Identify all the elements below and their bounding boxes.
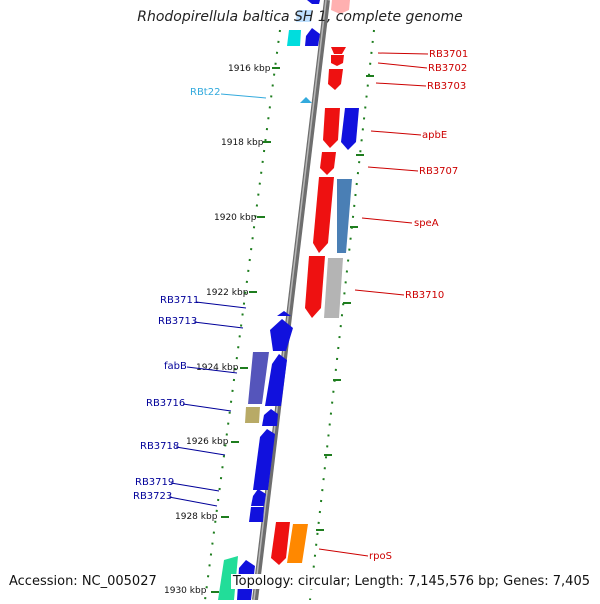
kbp-labels: 1916 kbp 1918 kbp 1920 kbp 1922 kbp 1924… bbox=[164, 64, 271, 596]
label-RB3701[interactable]: RB3701 bbox=[429, 49, 468, 60]
kbp-ticks bbox=[211, 67, 374, 593]
genome-backbone bbox=[252, 0, 330, 601]
kbp-label-1924: 1924 kbp bbox=[196, 363, 239, 373]
label-fabB[interactable]: fabB bbox=[164, 361, 187, 372]
gene-RB3718[interactable] bbox=[253, 429, 275, 490]
genome-title: Rhodopirellula baltica SH 1, complete ge… bbox=[137, 9, 463, 25]
kbp-label-1930: 1930 kbp bbox=[164, 586, 207, 596]
gene-blue-top[interactable] bbox=[305, 28, 320, 46]
topology-text: Topology: circular; Length: 7,145,576 bp… bbox=[230, 574, 592, 589]
label-rpoS[interactable]: rpoS bbox=[369, 551, 392, 562]
gene-RBt22[interactable] bbox=[300, 97, 312, 103]
accession-text: Accession: NC_005027 bbox=[7, 574, 159, 589]
gene-RB3716-b[interactable] bbox=[262, 409, 278, 426]
label-RB3703[interactable]: RB3703 bbox=[427, 81, 466, 92]
gene-top-lightblue[interactable] bbox=[296, 10, 312, 22]
gene-fabB-b[interactable] bbox=[265, 354, 287, 406]
gene-RB3716[interactable] bbox=[245, 407, 260, 423]
label-RB3710[interactable]: RB3710 bbox=[405, 290, 444, 301]
gene-RB3710[interactable] bbox=[305, 256, 325, 318]
label-RB3707[interactable]: RB3707 bbox=[419, 166, 458, 177]
kbp-label-1926: 1926 kbp bbox=[186, 437, 229, 447]
label-RB3702[interactable]: RB3702 bbox=[428, 63, 467, 74]
label-RBt22[interactable]: RBt22 bbox=[190, 87, 220, 98]
gene-labels: RB3701 RB3702 RB3703 apbE RB3707 speA RB… bbox=[133, 49, 468, 562]
gene-bottom-green[interactable] bbox=[218, 556, 238, 600]
label-RB3716[interactable]: RB3716 bbox=[146, 398, 185, 409]
gene-cyan[interactable] bbox=[287, 30, 301, 46]
gene-rpoS-orange[interactable] bbox=[287, 524, 308, 563]
gene-RB3719[interactable] bbox=[251, 489, 266, 506]
gene-rpoS[interactable] bbox=[271, 522, 290, 565]
gene-RB3710-grey[interactable] bbox=[324, 258, 343, 318]
gene-RB3723[interactable] bbox=[249, 507, 264, 522]
kbp-label-1920: 1920 kbp bbox=[214, 213, 257, 223]
gene-RB3703[interactable] bbox=[328, 69, 343, 90]
gene-speA-steel[interactable] bbox=[337, 179, 352, 253]
gene-RB3702[interactable] bbox=[331, 55, 344, 66]
kbp-label-1916: 1916 kbp bbox=[228, 64, 271, 74]
label-RB3723[interactable]: RB3723 bbox=[133, 491, 172, 502]
kbp-label-1918: 1918 kbp bbox=[221, 138, 264, 148]
gene-RB3711[interactable] bbox=[277, 311, 291, 316]
kbp-label-1928: 1928 kbp bbox=[175, 512, 218, 522]
outer-dotted-ring bbox=[204, 29, 375, 601]
gene-speA[interactable] bbox=[313, 177, 334, 253]
gene-RB3701-arrow[interactable] bbox=[331, 47, 346, 54]
gene-RB3701[interactable] bbox=[331, 0, 350, 14]
gene-RB3713[interactable] bbox=[270, 319, 293, 351]
label-RB3719[interactable]: RB3719 bbox=[135, 477, 174, 488]
gene-apbE[interactable] bbox=[323, 108, 340, 148]
gene-fabB[interactable] bbox=[248, 352, 269, 404]
label-RB3711[interactable]: RB3711 bbox=[160, 295, 199, 306]
forward-strand-genes bbox=[271, 0, 359, 565]
gene-top-blue[interactable] bbox=[307, 0, 320, 4]
label-RB3713[interactable]: RB3713 bbox=[158, 316, 197, 327]
reverse-strand-genes bbox=[218, 0, 320, 600]
kbp-label-1922: 1922 kbp bbox=[206, 288, 249, 298]
label-speA[interactable]: speA bbox=[414, 218, 439, 229]
label-RB3718[interactable]: RB3718 bbox=[140, 441, 179, 452]
gene-RB3707[interactable] bbox=[320, 152, 336, 175]
gene-apbE-blue[interactable] bbox=[341, 108, 359, 150]
label-apbE[interactable]: apbE bbox=[422, 130, 447, 141]
